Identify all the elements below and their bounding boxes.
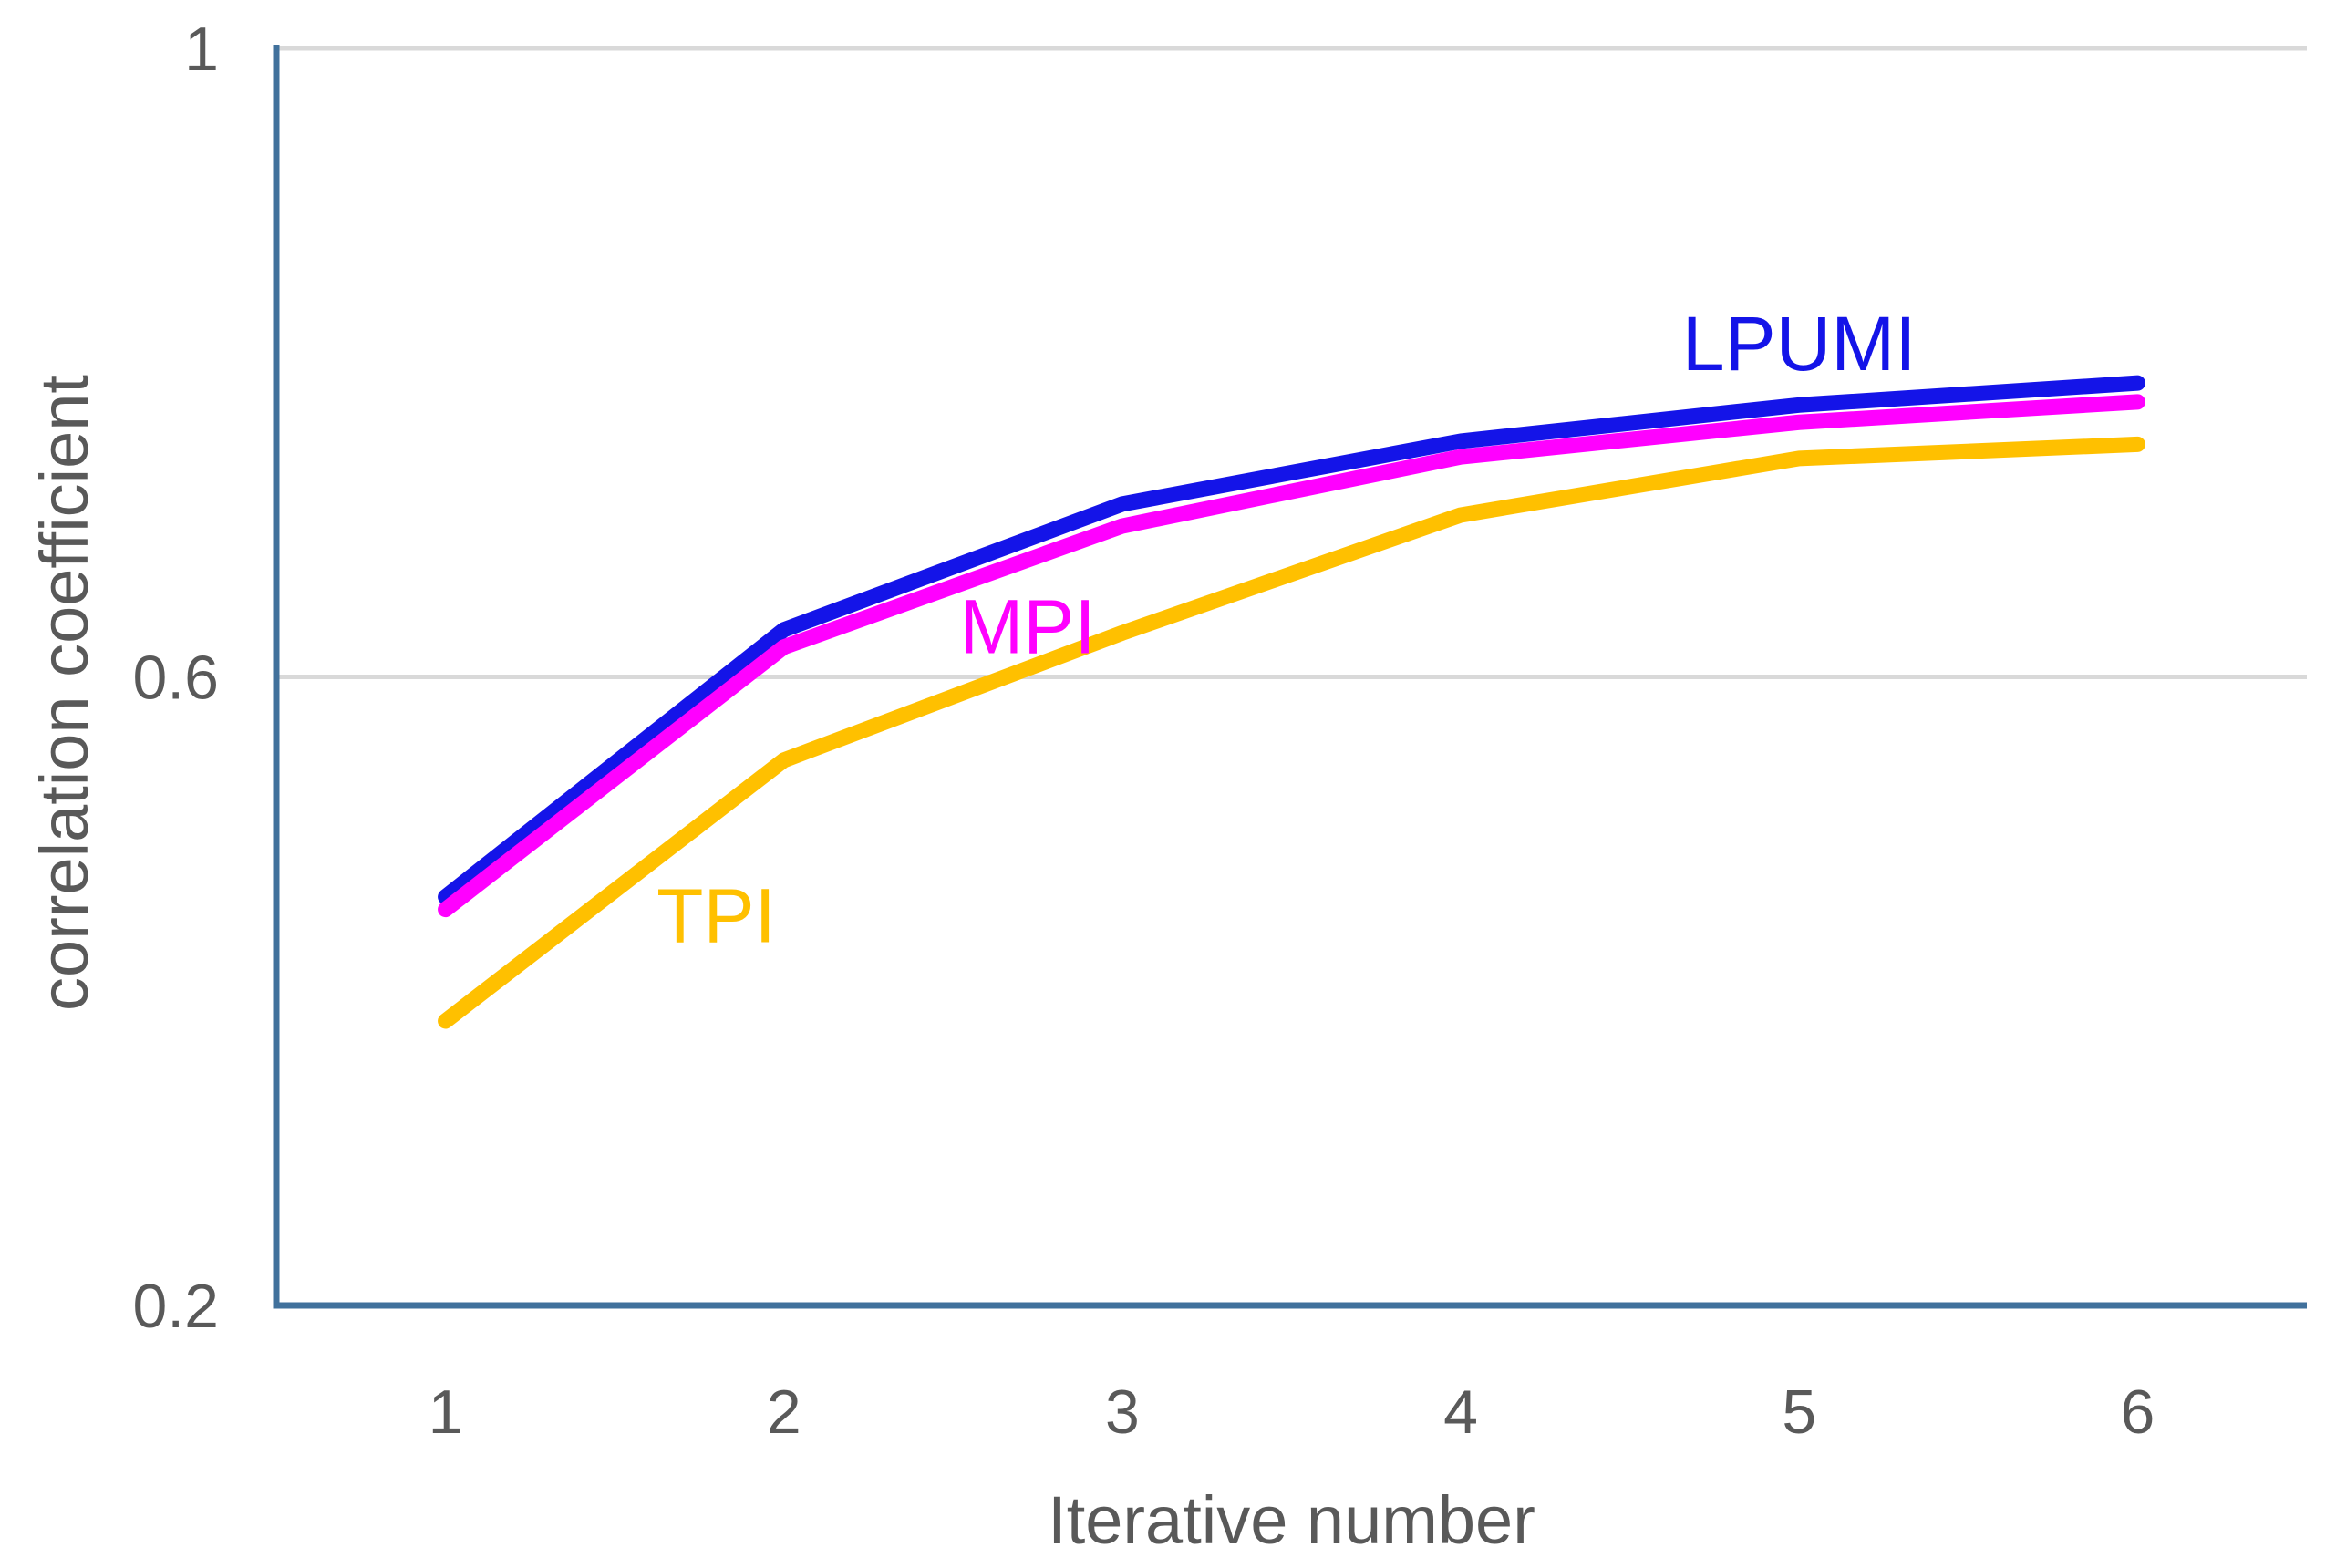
y-axis-title: correlation coefficient	[26, 375, 102, 1011]
axes	[273, 45, 2307, 1309]
x-tick-label: 6	[2121, 1377, 2155, 1447]
series-label-lpumi: LPUMI	[1682, 301, 1917, 387]
y-tick-label: 0.6	[132, 644, 219, 713]
series-line-lpumi	[438, 375, 2145, 905]
x-tick-label: 4	[1443, 1377, 1478, 1447]
series-lines	[438, 375, 2145, 1029]
series-label-tpi: TPI	[656, 873, 776, 959]
x-tick-label: 2	[767, 1377, 801, 1447]
series-line-tpi	[438, 436, 2145, 1029]
x-axis-title: Iterative number	[1048, 1482, 1535, 1558]
gridlines	[276, 46, 2307, 679]
y-tick-label: 1	[184, 15, 219, 84]
y-tick-label: 0.2	[132, 1272, 219, 1341]
series-label-mpi: MPI	[959, 583, 1095, 669]
x-tick-label: 1	[429, 1377, 463, 1447]
text-layer: 0.2 0.6 1 1 2 3 4 5 6 Iterative number c…	[26, 15, 2155, 1558]
x-tick-label: 5	[1782, 1377, 1816, 1447]
series-line-mpi	[438, 394, 2145, 918]
x-tick-label: 3	[1105, 1377, 1140, 1447]
